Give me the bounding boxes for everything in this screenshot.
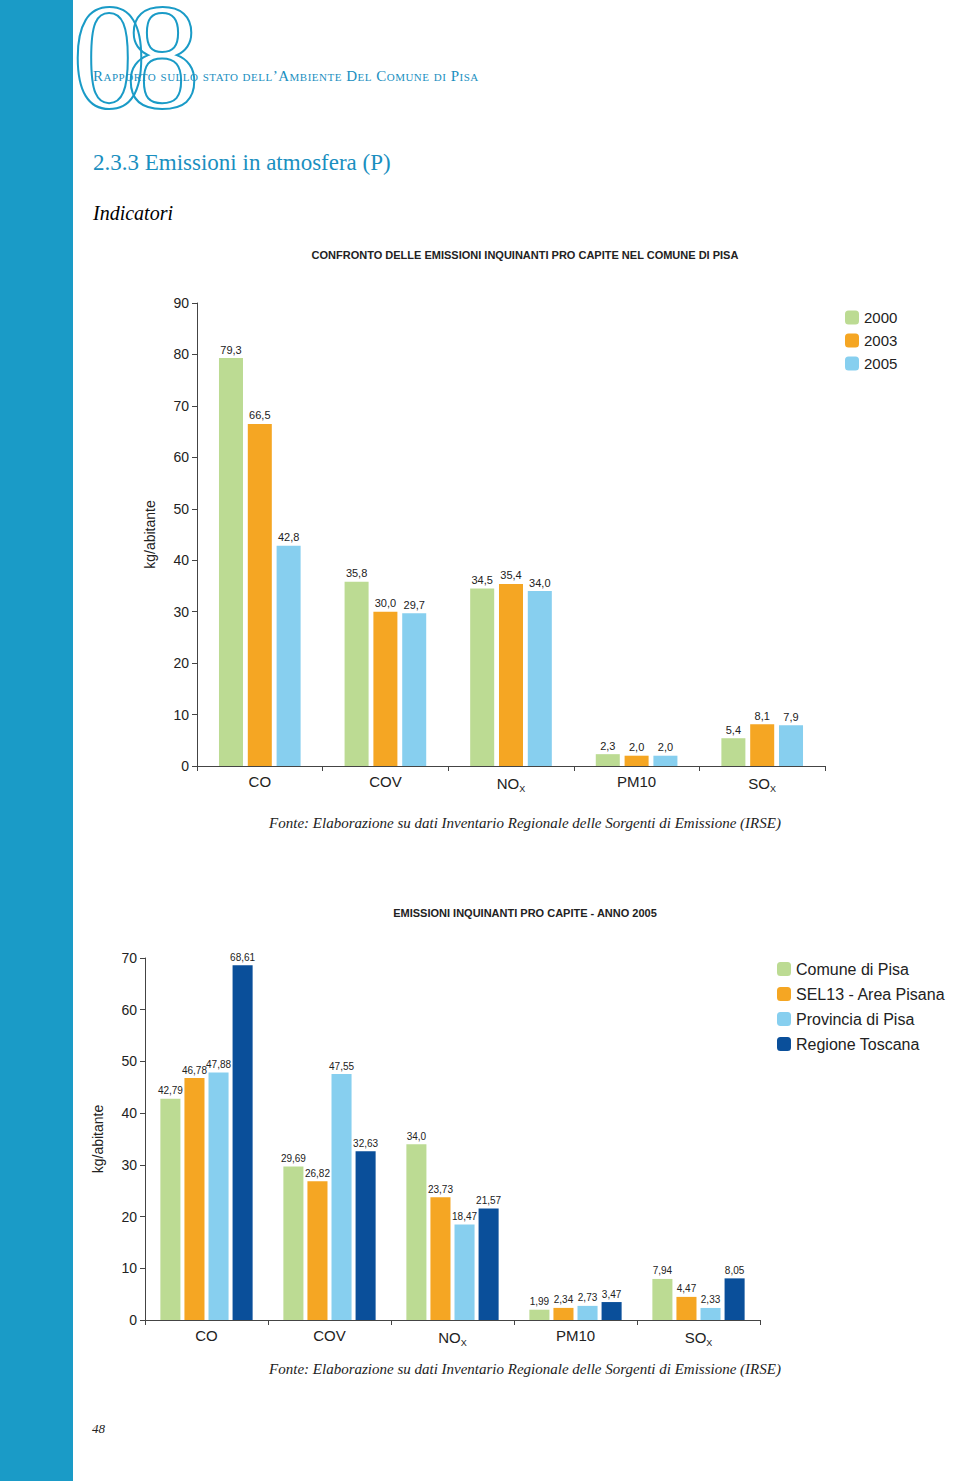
svg-text:32,63: 32,63 bbox=[353, 1138, 378, 1149]
svg-text:0: 0 bbox=[181, 758, 189, 774]
svg-text:20: 20 bbox=[173, 655, 189, 671]
html-text:Fonte: Elaborazione su dati In: Fonte: Elaborazione su dati Inventario R… bbox=[269, 1361, 781, 1377]
svg-text:2000: 2000 bbox=[864, 309, 897, 326]
svg-text:PM10: PM10 bbox=[617, 773, 656, 790]
svg-text:COV: COV bbox=[313, 1327, 346, 1344]
svg-text:2,0: 2,0 bbox=[658, 741, 673, 753]
svg-text:23,73: 23,73 bbox=[428, 1184, 453, 1195]
svg-text:1,99: 1,99 bbox=[530, 1296, 550, 1307]
svg-text:29,69: 29,69 bbox=[281, 1153, 306, 1164]
svg-text:79,3: 79,3 bbox=[220, 344, 241, 356]
svg-text:3,47: 3,47 bbox=[602, 1289, 622, 1300]
svg-text:7,9: 7,9 bbox=[783, 711, 798, 723]
svg-text:2003: 2003 bbox=[864, 332, 897, 349]
svg-text:2005: 2005 bbox=[864, 355, 897, 372]
html-text:Rapporto sullo stato dell’Ambi: Rapporto sullo stato dell’Ambiente Del C… bbox=[93, 68, 479, 84]
svg-text:20: 20 bbox=[121, 1209, 137, 1225]
svg-text:2,34: 2,34 bbox=[554, 1294, 574, 1305]
svg-text:X: X bbox=[519, 784, 525, 794]
svg-text:SEL13 - Area Pisana: SEL13 - Area Pisana bbox=[796, 986, 945, 1003]
svg-text:29,7: 29,7 bbox=[404, 599, 425, 611]
svg-text:NO: NO bbox=[438, 1329, 461, 1346]
svg-text:35,8: 35,8 bbox=[346, 567, 367, 579]
svg-text:50: 50 bbox=[173, 501, 189, 517]
svg-text:35,4: 35,4 bbox=[500, 569, 521, 581]
svg-text:Provincia di Pisa: Provincia di Pisa bbox=[796, 1011, 914, 1028]
html-text:Fonte: Elaborazione su dati In: Fonte: Elaborazione su dati Inventario R… bbox=[269, 815, 781, 831]
svg-text:80: 80 bbox=[173, 346, 189, 362]
svg-text:PM10: PM10 bbox=[556, 1327, 595, 1344]
svg-text:2,73: 2,73 bbox=[578, 1292, 598, 1303]
svg-text:CO: CO bbox=[195, 1327, 218, 1344]
svg-text:SO: SO bbox=[748, 775, 770, 792]
svg-text:CO: CO bbox=[249, 773, 271, 790]
svg-text:0: 0 bbox=[129, 1312, 137, 1328]
svg-text:2,3: 2,3 bbox=[600, 740, 615, 752]
svg-text:40: 40 bbox=[173, 552, 189, 568]
svg-text:10: 10 bbox=[173, 707, 189, 723]
html-text:CONFRONTO DELLE EMISSIONI INQU: CONFRONTO DELLE EMISSIONI INQUINANTI PRO… bbox=[311, 249, 739, 261]
svg-text:60: 60 bbox=[173, 449, 189, 465]
svg-text:5,4: 5,4 bbox=[726, 724, 741, 736]
svg-text:26,82: 26,82 bbox=[305, 1168, 330, 1179]
svg-text:2,0: 2,0 bbox=[629, 741, 644, 753]
svg-text:40: 40 bbox=[121, 1105, 137, 1121]
svg-text:kg/abitante: kg/abitante bbox=[90, 1105, 106, 1174]
svg-text:50: 50 bbox=[121, 1053, 137, 1069]
svg-text:21,57: 21,57 bbox=[476, 1195, 501, 1206]
html-text:Indicatori: Indicatori bbox=[93, 202, 173, 224]
html-text:48: 48 bbox=[92, 1421, 105, 1436]
svg-text:8,05: 8,05 bbox=[725, 1265, 745, 1276]
svg-text:68,61: 68,61 bbox=[230, 952, 255, 963]
html-text:EMISSIONI INQUINANTI PRO CAPIT: EMISSIONI INQUINANTI PRO CAPITE - ANNO 2… bbox=[393, 907, 657, 919]
svg-text:X: X bbox=[461, 1338, 467, 1348]
svg-text:NO: NO bbox=[497, 775, 520, 792]
svg-text:60: 60 bbox=[121, 1002, 137, 1018]
svg-text:8,1: 8,1 bbox=[755, 710, 770, 722]
svg-text:66,5: 66,5 bbox=[249, 409, 270, 421]
svg-text:30: 30 bbox=[121, 1157, 137, 1173]
svg-text:Comune di Pisa: Comune di Pisa bbox=[796, 961, 909, 978]
html-text:2.3.3 Emissioni in atmosfera (: 2.3.3 Emissioni in atmosfera (P) bbox=[93, 150, 391, 175]
svg-text:7,94: 7,94 bbox=[653, 1265, 673, 1276]
svg-text:SO: SO bbox=[685, 1329, 707, 1346]
svg-text:kg/abitante: kg/abitante bbox=[142, 500, 158, 569]
svg-text:42,79: 42,79 bbox=[158, 1085, 183, 1096]
svg-text:34,5: 34,5 bbox=[471, 574, 492, 586]
svg-text:70: 70 bbox=[121, 950, 137, 966]
svg-text:90: 90 bbox=[173, 295, 189, 311]
svg-text:30: 30 bbox=[173, 604, 189, 620]
svg-text:10: 10 bbox=[121, 1260, 137, 1276]
svg-text:47,88: 47,88 bbox=[206, 1059, 231, 1070]
svg-text:30,0: 30,0 bbox=[375, 597, 396, 609]
svg-text:COV: COV bbox=[369, 773, 402, 790]
svg-text:X: X bbox=[706, 1338, 712, 1348]
svg-text:47,55: 47,55 bbox=[329, 1061, 354, 1072]
svg-text:46,78: 46,78 bbox=[182, 1065, 207, 1076]
svg-text:X: X bbox=[770, 784, 776, 794]
svg-text:Regione Toscana: Regione Toscana bbox=[796, 1036, 919, 1053]
svg-text:34,0: 34,0 bbox=[529, 577, 550, 589]
svg-text:42,8: 42,8 bbox=[278, 531, 299, 543]
svg-text:34,0: 34,0 bbox=[407, 1131, 427, 1142]
svg-text:4,47: 4,47 bbox=[677, 1283, 697, 1294]
svg-text:70: 70 bbox=[173, 398, 189, 414]
svg-text:18,47: 18,47 bbox=[452, 1211, 477, 1222]
svg-text:2,33: 2,33 bbox=[701, 1294, 721, 1305]
